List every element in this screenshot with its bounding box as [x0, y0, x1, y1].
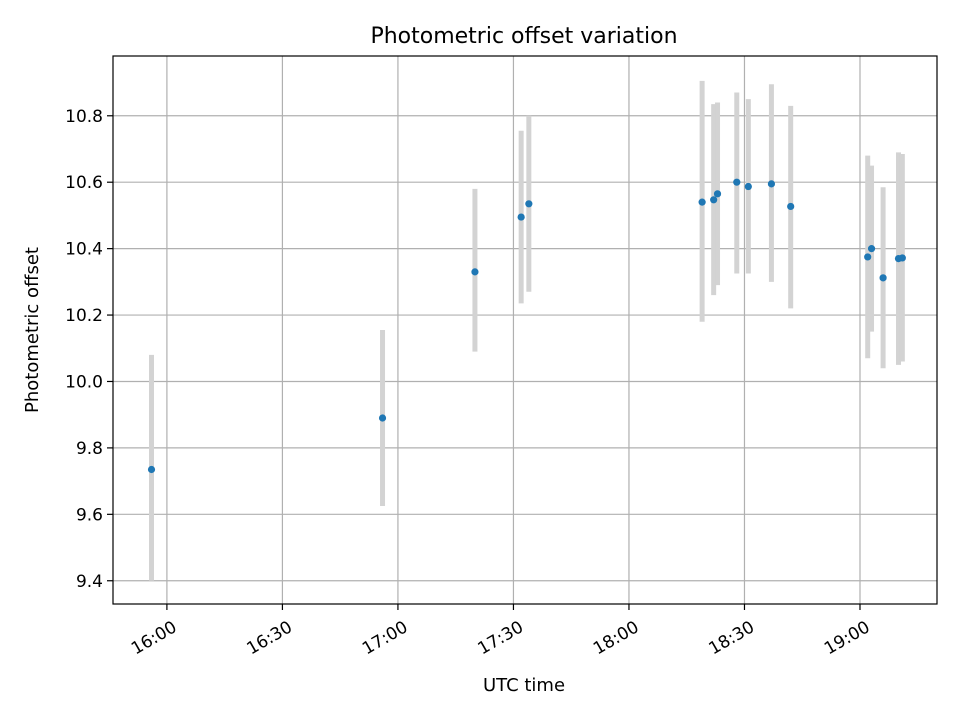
data-point	[378, 414, 387, 422]
x-tick-label: 16:00	[128, 617, 180, 659]
data-point	[517, 213, 525, 221]
x-tick-label: 18:30	[706, 617, 758, 659]
data-point	[733, 178, 741, 186]
data-point	[710, 196, 718, 204]
y-tick-label: 10.8	[65, 107, 103, 127]
data-point	[698, 198, 706, 206]
point-layer	[147, 178, 906, 474]
data-point	[147, 465, 156, 474]
data-point	[767, 180, 776, 188]
data-point	[787, 202, 795, 211]
data-point	[867, 245, 876, 253]
y-axis-label: Photometric offset	[22, 247, 43, 413]
x-tick-label: 17:00	[359, 617, 411, 659]
y-tick-label: 10.6	[65, 173, 103, 193]
y-tick-label: 9.6	[76, 505, 103, 525]
x-tick-label: 19:00	[821, 617, 873, 659]
data-point	[471, 268, 479, 276]
y-tick-label: 9.8	[76, 439, 103, 459]
plot-area-frame	[112, 55, 938, 605]
data-point	[744, 182, 752, 191]
tick-layer: 16:00 16:30 17:00 17:30 18:00 18:30 19:00 9.4 9.…	[65, 107, 873, 659]
x-tick-label: 17:30	[475, 617, 527, 659]
data-point	[525, 200, 533, 208]
x-tick-label: 16:30	[243, 617, 295, 659]
data-point	[898, 254, 906, 262]
x-tick-label: 18:00	[590, 617, 642, 659]
data-point	[879, 274, 887, 282]
chart-title: Photometric offset variation	[370, 24, 677, 49]
x-axis-label: UTC time	[483, 675, 565, 696]
y-tick-label: 10.4	[65, 240, 103, 260]
data-point	[864, 253, 872, 261]
data-point	[713, 190, 722, 198]
grid-layer	[113, 56, 937, 604]
errorbar-layer	[149, 80, 905, 581]
y-tick-label: 9.4	[76, 572, 103, 592]
y-tick-label: 10.0	[65, 372, 103, 392]
y-tick-label: 10.2	[65, 306, 103, 326]
